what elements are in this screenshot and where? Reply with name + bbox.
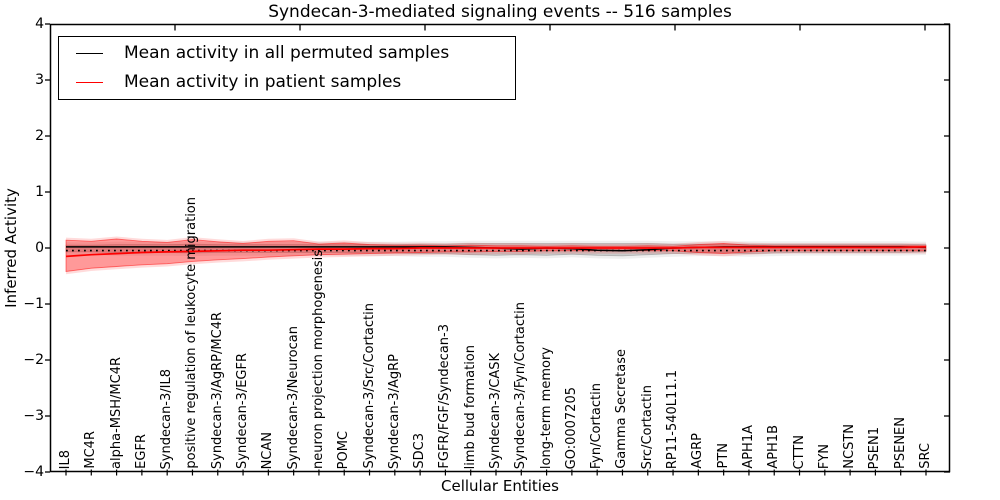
x-category-label: Gamma Secretase [614,349,630,469]
x-category-label: PSENEN [892,417,908,469]
x-category-label: SRC [917,443,933,469]
x-category-label: neuron projection morphogenesis [310,250,326,469]
x-category-label: CTTN [791,434,807,469]
y-tick-label: 2 [35,127,44,144]
x-category-label: Syndecan-3/Neurocan [285,325,301,469]
y-tick-label: −2 [23,351,44,368]
legend-line-black-icon [76,53,103,54]
y-tick-label: −4 [23,463,44,480]
x-category-label: GO:0007205 [563,386,579,469]
x-category-label: Syndecan-3/CASK [487,353,503,469]
x-category-label: SDC3 [412,433,428,469]
legend-label-permuted: Mean activity in all permuted samples [124,43,450,63]
x-category-label: IL8 [58,449,73,469]
legend-line-red-icon [76,82,103,83]
patient-mean-line [65,246,927,258]
y-tick-label: 4 [35,15,44,32]
x-category-label: MC4R [83,431,99,469]
x-category-label: NCAN [260,431,276,469]
y-tick-label: 3 [35,71,44,88]
legend-entry-patient: Mean activity in patient samples [59,68,515,97]
x-category-label: RP11-540L11.1 [665,369,681,469]
y-tick-label: −1 [23,295,44,312]
x-category-label: Syndecan-3/EGFR [235,353,251,469]
x-category-label: PTN [715,443,731,469]
y-tick-label: 1 [35,183,44,200]
x-category-label: Syndecan-3/AgRP [386,353,402,469]
legend: Mean activity in all permuted samples Me… [58,36,516,100]
x-category-label: APH1B [766,425,782,469]
x-category-label: NCSTN [842,424,858,469]
x-category-label: alpha-MSH/MC4R [108,357,124,469]
x-category-label: long-term memory [538,346,554,469]
x-category-label: FGFR/FGF/Syndecan-3 [437,324,453,469]
x-category-label: APH1A [740,425,756,469]
legend-entry-permuted: Mean activity in all permuted samples [59,39,515,68]
y-tick-label: 0 [35,239,44,256]
x-category-label: FYN [816,443,832,469]
x-axis-title: Cellular Entities [441,477,559,495]
x-category-label: Syndecan-3/AgRP/MC4R [209,311,225,469]
permuted-band-halo [66,240,926,259]
y-tick-label: −3 [23,407,44,424]
x-category-label: POMC [336,430,352,469]
x-category-label: Syndecan-3/Src/Cortactin [361,303,377,469]
x-category-label: Syndecan-3/IL8 [159,368,175,469]
x-category-label: Fyn/Cortactin [589,382,605,469]
x-category-label: limb bud formation [462,344,478,469]
x-category-label: Src/Cortactin [639,384,655,469]
x-category-label: PSEN1 [867,426,883,469]
x-category-label: EGFR [133,434,149,469]
x-category-label: positive regulation of leukocyte migrati… [184,197,200,469]
legend-label-patient: Mean activity in patient samples [124,72,402,92]
patient-band-halo [66,236,926,275]
chart-title: Syndecan-3-mediated signaling events -- … [268,2,732,22]
x-category-label: Syndecan-3/Fyn/Cortactin [513,301,529,469]
x-category-label: AGRP [690,433,706,469]
